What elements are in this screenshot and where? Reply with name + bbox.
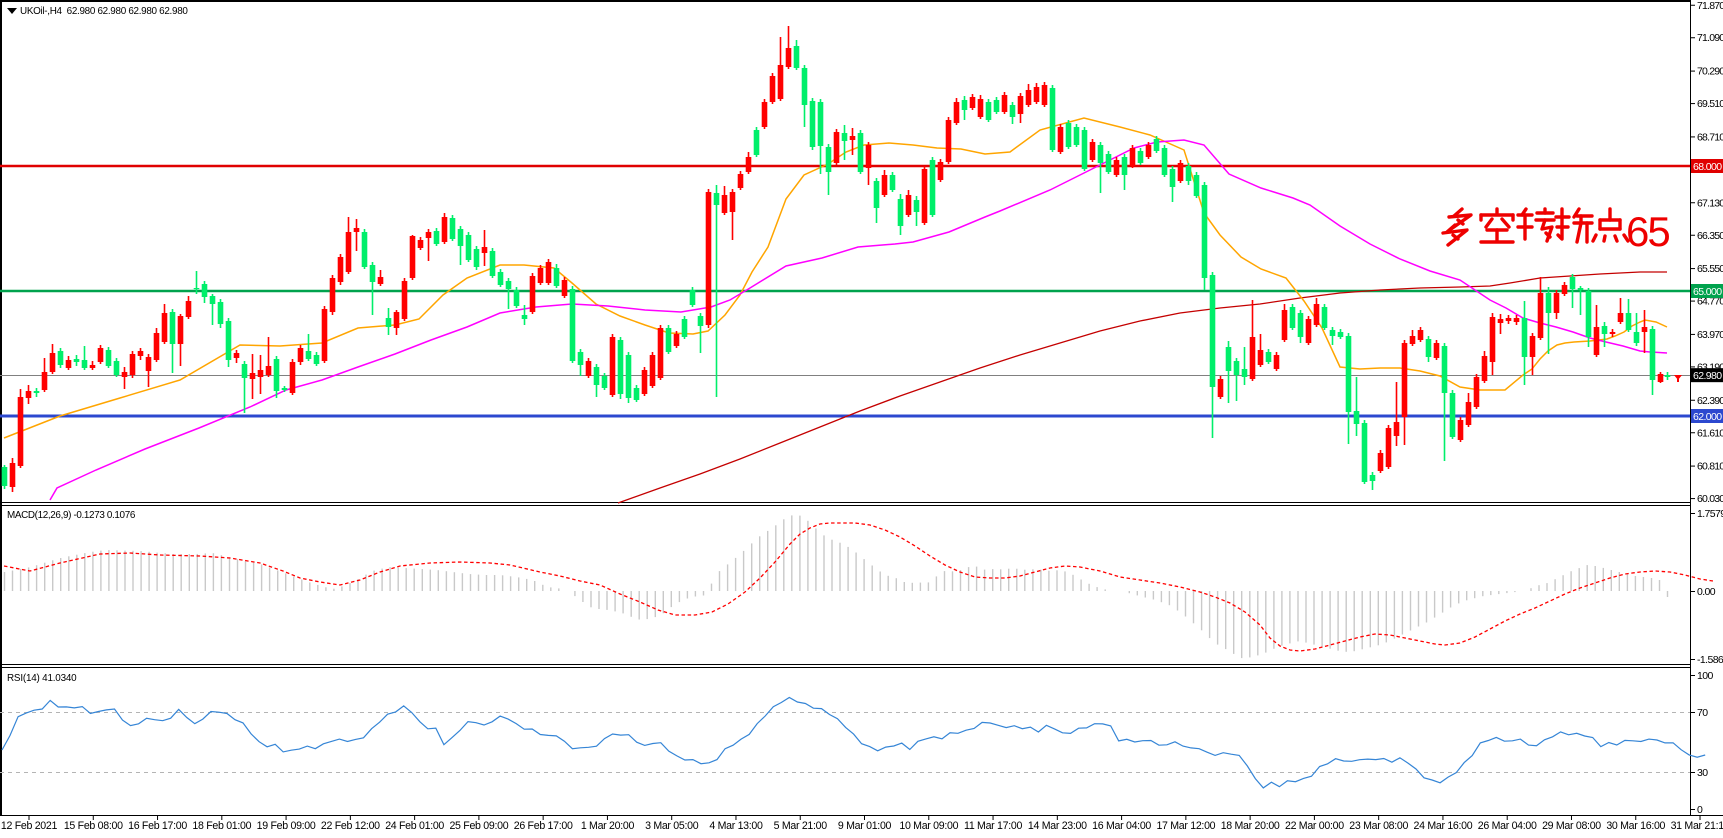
svg-text:68.710: 68.710 [1697,131,1723,143]
svg-text:1 Mar 20:00: 1 Mar 20:00 [581,820,635,832]
svg-text:60.030: 60.030 [1697,493,1723,505]
svg-text:5 Mar 21:00: 5 Mar 21:00 [774,820,828,832]
svg-text:62.000: 62.000 [1693,411,1722,423]
svg-text:65.000: 65.000 [1693,286,1722,298]
svg-text:18 Mar 20:00: 18 Mar 20:00 [1221,820,1280,832]
svg-text:9 Mar 01:00: 9 Mar 01:00 [838,820,892,832]
svg-text:26 Mar 04:00: 26 Mar 04:00 [1478,820,1537,832]
svg-text:29 Mar 08:00: 29 Mar 08:00 [1542,820,1601,832]
svg-text:67.130: 67.130 [1697,197,1723,209]
svg-text:19 Feb 09:00: 19 Feb 09:00 [257,820,316,832]
svg-text:65: 65 [1626,208,1669,255]
svg-text:4 Mar 13:00: 4 Mar 13:00 [709,820,763,832]
svg-text:-1.5867: -1.5867 [1697,654,1723,666]
svg-text:12 Feb 2021: 12 Feb 2021 [1,820,58,832]
svg-text:62.980: 62.980 [1693,370,1722,382]
svg-text:UKOil-,H4 62.980 62.980 62.98: UKOil-,H4 62.980 62.980 62.980 62.980 [20,6,188,17]
svg-text:65.550: 65.550 [1697,263,1723,275]
svg-text:31 Mar 21:15: 31 Mar 21:15 [1671,820,1723,832]
svg-text:24 Feb 01:00: 24 Feb 01:00 [385,820,444,832]
svg-text:0.00: 0.00 [1697,586,1716,598]
svg-text:23 Mar 08:00: 23 Mar 08:00 [1349,820,1408,832]
svg-text:66.350: 66.350 [1697,230,1723,242]
svg-text:62.390: 62.390 [1697,395,1723,407]
svg-text:15 Feb 08:00: 15 Feb 08:00 [64,820,123,832]
svg-text:22 Mar 00:00: 22 Mar 00:00 [1285,820,1344,832]
svg-text:30: 30 [1697,767,1708,779]
svg-text:18 Feb 01:00: 18 Feb 01:00 [192,820,251,832]
svg-text:14 Mar 23:00: 14 Mar 23:00 [1028,820,1087,832]
svg-text:64.770: 64.770 [1697,296,1723,308]
svg-text:17 Mar 12:00: 17 Mar 12:00 [1156,820,1215,832]
svg-text:60.810: 60.810 [1697,461,1723,473]
svg-text:10 Mar 09:00: 10 Mar 09:00 [899,820,958,832]
svg-text:68.000: 68.000 [1693,161,1722,173]
svg-text:MACD(12,26,9) -0.1273 0.1076: MACD(12,26,9) -0.1273 0.1076 [7,510,136,521]
svg-text:1.7579: 1.7579 [1697,508,1723,520]
svg-text:100: 100 [1697,670,1713,682]
svg-text:69.510: 69.510 [1697,98,1723,110]
svg-text:16 Mar 04:00: 16 Mar 04:00 [1092,820,1151,832]
svg-text:61.610: 61.610 [1697,427,1723,439]
svg-text:11 Mar 17:00: 11 Mar 17:00 [964,820,1022,832]
svg-text:70.290: 70.290 [1697,66,1723,78]
svg-text:0: 0 [1697,804,1703,816]
svg-text:71.870: 71.870 [1697,0,1723,12]
svg-text:70: 70 [1697,707,1708,719]
svg-text:30 Mar 16:00: 30 Mar 16:00 [1606,820,1665,832]
svg-text:25 Feb 09:00: 25 Feb 09:00 [449,820,508,832]
svg-text:71.090: 71.090 [1697,32,1723,44]
svg-text:22 Feb 12:00: 22 Feb 12:00 [321,820,380,832]
svg-text:16 Feb 17:00: 16 Feb 17:00 [128,820,187,832]
svg-text:24 Mar 16:00: 24 Mar 16:00 [1414,820,1473,832]
svg-text:26 Feb 17:00: 26 Feb 17:00 [514,820,573,832]
svg-text:63.970: 63.970 [1697,329,1723,341]
svg-text:RSI(14) 41.0340: RSI(14) 41.0340 [7,673,77,684]
svg-text:3 Mar 05:00: 3 Mar 05:00 [645,820,699,832]
